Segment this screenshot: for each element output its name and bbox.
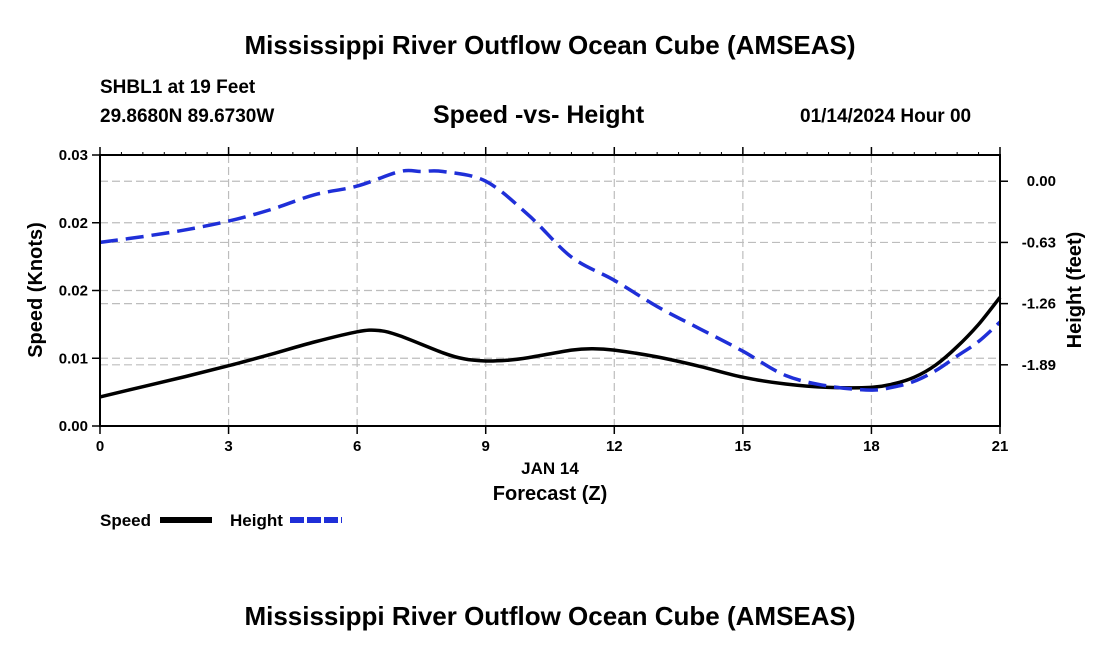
bottom-title: Mississippi River Outflow Ocean Cube (AM… bbox=[244, 601, 856, 631]
series-lines bbox=[99, 168, 1002, 399]
y-tick-label: 0.02 bbox=[59, 283, 88, 300]
y-tick-label: 0.00 bbox=[59, 418, 88, 435]
x-tick-label: 12 bbox=[606, 438, 623, 455]
grid-lines bbox=[100, 155, 1000, 426]
legend: Speed Height bbox=[100, 511, 342, 530]
y-tick-label: 0.01 bbox=[59, 350, 88, 367]
forecast-date: 01/14/2024 Hour 00 bbox=[800, 106, 972, 127]
y2-tick-label: -0.63 bbox=[1022, 234, 1056, 251]
y2-tick-label: -1.89 bbox=[1022, 357, 1056, 374]
station-label: SHBL1 at 19 Feet bbox=[100, 77, 256, 98]
y-tick-label: 0.03 bbox=[59, 147, 88, 164]
axes: 0 3 6 9 12 15 18 21 0.00 0.01 0.02 0.02 0.03 0.00 -0.6… bbox=[59, 147, 1056, 455]
page-title: Mississippi River Outflow Ocean Cube (AM… bbox=[244, 30, 856, 60]
x-tick-label: 6 bbox=[353, 438, 361, 455]
x-tick-label: 0 bbox=[96, 438, 104, 455]
x-tick-label: 9 bbox=[482, 438, 490, 455]
y2-tick-label: 0.00 bbox=[1027, 173, 1056, 190]
x-tick-label: 18 bbox=[863, 438, 880, 455]
x-axis-label: Forecast (Z) bbox=[493, 483, 607, 505]
x-tick-label: 21 bbox=[992, 438, 1009, 455]
series-line-speed bbox=[99, 296, 1002, 399]
chart-title: Speed -vs- Height bbox=[433, 101, 645, 129]
y-axis-label: Speed (Knots) bbox=[25, 222, 47, 358]
y2-axis-label: Height (feet) bbox=[1064, 232, 1086, 349]
x-axis-date: JAN 14 bbox=[521, 459, 579, 478]
x-tick-label: 15 bbox=[735, 438, 752, 455]
y2-tick-label: -1.26 bbox=[1022, 296, 1056, 313]
legend-speed-label: Speed bbox=[100, 511, 151, 530]
station-coordinates: 29.8680N 89.6730W bbox=[100, 106, 275, 127]
y-tick-label: 0.02 bbox=[59, 215, 88, 232]
x-tick-label: 3 bbox=[224, 438, 232, 455]
legend-height-label: Height bbox=[230, 511, 283, 530]
series-line-height bbox=[99, 168, 1002, 392]
